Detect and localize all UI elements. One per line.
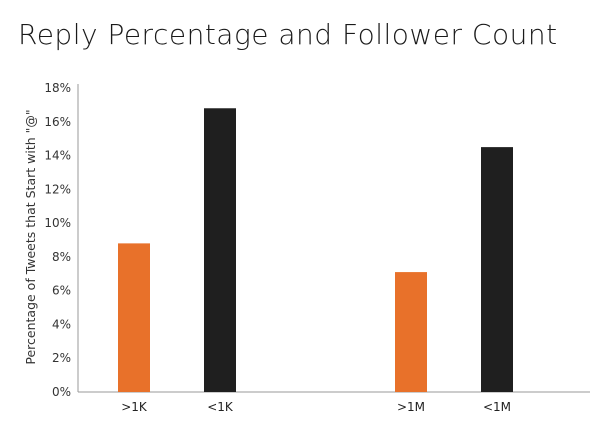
chart-title: Reply Percentage and Follower Count xyxy=(18,18,558,51)
y-tick-label: 2% xyxy=(52,351,71,365)
y-tick-label: 6% xyxy=(52,284,71,298)
bar xyxy=(118,243,150,392)
bar xyxy=(395,272,427,392)
x-category-label: <1M xyxy=(483,400,511,414)
y-tick-label: 10% xyxy=(44,216,71,230)
y-tick-label: 14% xyxy=(44,149,71,163)
y-tick-label: 0% xyxy=(52,385,71,399)
y-tick-label: 4% xyxy=(52,317,71,331)
y-axis-ticks: 0% 2% 4% 6% 8% 10% 12% 14% 16% 18% xyxy=(44,81,71,399)
y-axis-label: Percentage of Tweets that Start with "@" xyxy=(23,109,38,364)
category-labels: >1K <1K >1M <1M xyxy=(121,400,511,414)
y-tick-label: 16% xyxy=(44,115,71,129)
y-tick-label: 18% xyxy=(44,81,71,95)
y-tick-label: 8% xyxy=(52,250,71,264)
y-tick-label: 12% xyxy=(44,182,71,196)
bars-group xyxy=(118,108,513,393)
x-category-label: >1M xyxy=(397,400,425,414)
bar xyxy=(204,108,236,393)
bar xyxy=(481,147,513,392)
x-category-label: >1K xyxy=(121,400,148,414)
x-category-label: <1K xyxy=(207,400,234,414)
